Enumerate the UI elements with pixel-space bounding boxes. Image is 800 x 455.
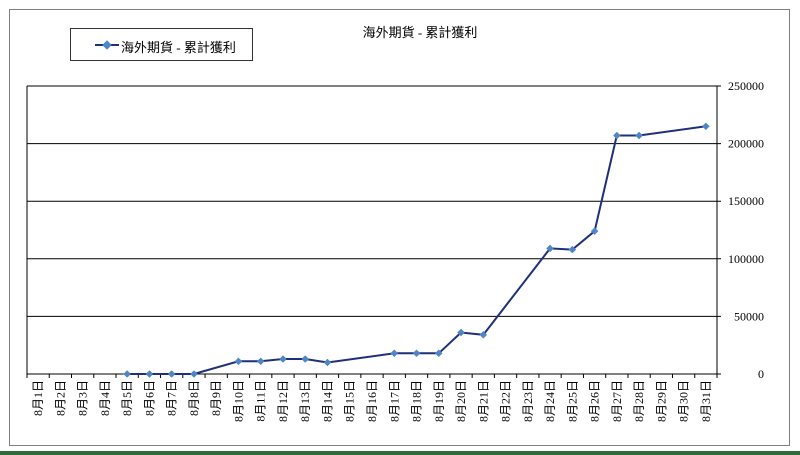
y-tick-label: 200000 [728,137,764,151]
x-tick-label: 8月3日 [76,380,90,416]
data-point [123,370,132,378]
axes [26,86,718,378]
x-tick-labels: 8月1日 8月2日 8月3日 8月4日 8月5日 8月6日 8月7日 8月8日 8月9日 8月10… [31,380,713,422]
data-point [145,370,154,378]
x-tick-label: 8月1日 [31,380,45,416]
data-point [457,328,465,337]
x-tick-label: 8月20日 [454,380,468,422]
data-point [323,358,332,367]
y-tick-labels: 0 50000 100000 150000 200000 250000 [728,79,764,381]
series [123,122,710,378]
series-line [127,125,707,375]
x-tick-label: 8月31日 [699,380,713,422]
x-tick-label: 8月14日 [320,380,334,422]
data-point [301,355,310,363]
data-point [635,131,643,140]
data-point [702,122,710,131]
data-point [590,227,599,236]
x-tick-label: 8月22日 [499,380,513,422]
x-tick-label: 8月9日 [209,380,223,416]
data-point [256,357,265,366]
data-point [546,244,554,253]
x-tick-label: 8月16日 [365,380,379,422]
x-tick-label: 8月25日 [565,380,579,422]
x-tick-label: 8月21日 [476,380,490,422]
y-tick-label: 250000 [728,79,764,93]
data-point [434,349,443,358]
x-tick-label: 8月13日 [298,380,312,422]
x-tick-label: 8月4日 [98,380,112,416]
x-tick-label: 8月29日 [654,380,668,422]
data-point [412,349,421,358]
data-point [190,370,198,378]
x-tick-label: 8月30日 [677,380,691,422]
data-point [279,355,287,363]
x-tick-label: 8月18日 [410,380,424,422]
x-tick-label: 8月10日 [231,380,245,422]
legend: 海外期貨 - 累計獲利 [70,28,253,61]
x-tick-label: 8月27日 [610,380,624,422]
chart-title: 海外期貨 - 累計獲利 [362,25,478,40]
y-tick-label: 150000 [728,194,764,208]
x-tick-label: 8月24日 [543,380,557,422]
x-tick-label: 8月26日 [588,380,602,422]
x-tick-label: 8月15日 [343,380,357,422]
x-tick-label: 8月23日 [521,380,535,422]
x-tick-label: 8月6日 [142,380,156,416]
y-tick-label: 0 [758,367,764,381]
data-point [612,131,621,140]
data-point [390,349,399,358]
data-point [234,357,243,366]
data-point [479,330,488,339]
data-point [167,370,176,378]
x-tick-label: 8月17日 [387,380,401,422]
legend-line-marker-icon [95,40,119,50]
x-tick-label: 8月12日 [276,380,290,422]
x-tick-label: 8月19日 [432,380,446,422]
x-tick-label: 8月5日 [120,380,134,416]
x-tick-label: 8月28日 [632,380,646,422]
x-tick-label: 8月8日 [187,380,201,416]
bottom-divider [0,451,800,455]
y-tick-label: 50000 [734,309,764,323]
x-tick-label: 8月7日 [165,380,179,416]
gridlines [27,85,721,375]
legend-label: 海外期貨 - 累計獲利 [121,40,236,55]
x-tick-label: 8月2日 [53,380,67,416]
x-tick-label: 8月11日 [254,380,268,422]
data-point [568,245,577,254]
y-tick-label: 100000 [728,252,764,266]
